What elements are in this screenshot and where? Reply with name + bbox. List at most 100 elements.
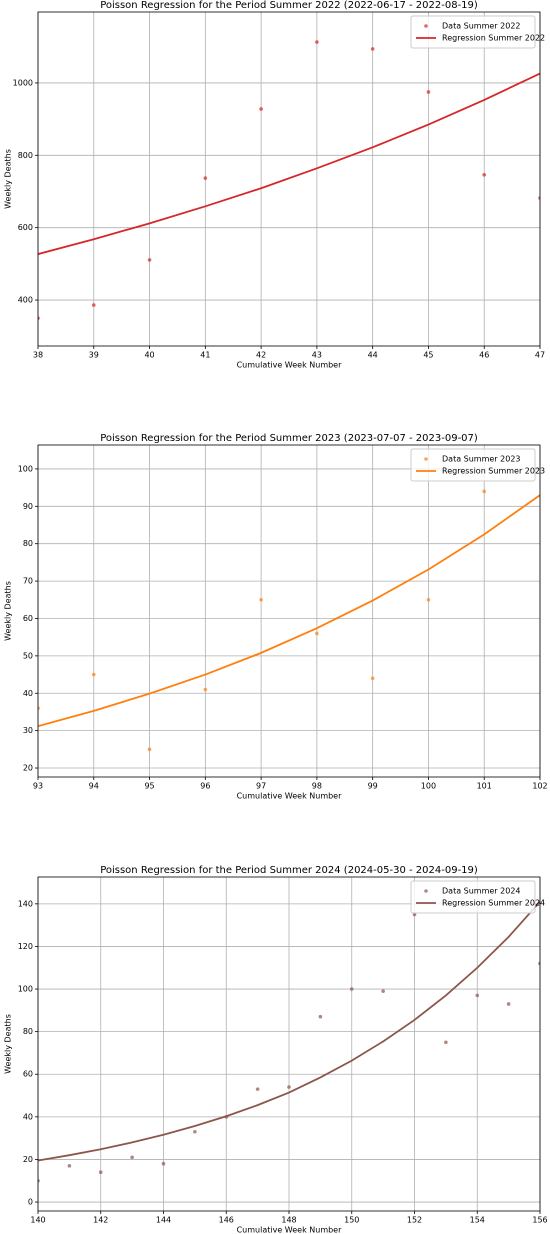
- data-point: [38, 706, 40, 711]
- x-tick-label: 47: [535, 351, 545, 360]
- y-tick-label: 400: [18, 296, 33, 305]
- legend: Data Summer 2022 Regression Summer 2022: [410, 15, 545, 49]
- data-point: [315, 40, 319, 44]
- x-tick-label: 100: [421, 782, 436, 791]
- y-tick-label: 600: [18, 223, 33, 232]
- x-tick-label: 144: [156, 1216, 171, 1225]
- chart-panel: Poisson Regression for the Period Summer…: [4, 433, 548, 801]
- x-tick-label: 102: [532, 782, 547, 791]
- data-point: [349, 987, 354, 991]
- x-tick-label: 97: [256, 782, 266, 791]
- y-tick-label: 20: [23, 764, 33, 773]
- plot-area: [38, 489, 540, 752]
- legend: Data Summer 2023 Regression Summer 2023: [410, 448, 545, 482]
- data-point: [475, 993, 480, 998]
- legend-swatch: [424, 24, 428, 28]
- x-axis-label: Cumulative Week Number: [237, 1226, 343, 1234]
- y-tick-label: 800: [18, 151, 33, 160]
- legend-box: [410, 448, 536, 482]
- x-tick-label: 38: [33, 351, 43, 360]
- data-point: [381, 989, 385, 993]
- data-point: [370, 47, 375, 51]
- x-axis-label: Cumulative Week Number: [237, 792, 343, 801]
- legend-swatch: [424, 457, 428, 461]
- data-point: [147, 747, 152, 752]
- x-tick-label: 41: [200, 351, 210, 360]
- y-axis-label: Weekly Deaths: [4, 1014, 13, 1074]
- legend-label: Regression Summer 2024: [442, 899, 545, 908]
- regression-line: [38, 901, 540, 1162]
- x-tick-label: 44: [368, 351, 378, 360]
- x-tick-label: 156: [532, 1216, 547, 1225]
- x-tick-label: 142: [93, 1216, 108, 1225]
- data-point: [287, 1085, 291, 1089]
- chart-panel: Poisson Regression for the Period Summer…: [4, 865, 548, 1234]
- plot-frame: [37, 444, 541, 778]
- x-tick-label: 146: [219, 1216, 234, 1225]
- y-tick-label: 40: [23, 689, 33, 698]
- regression-line: [38, 72, 540, 255]
- legend-box: [410, 880, 536, 914]
- legend-label: Data Summer 2022: [442, 22, 521, 31]
- x-tick-label: 152: [407, 1216, 422, 1225]
- legend-label: Data Summer 2023: [442, 455, 521, 464]
- y-tick-label: 0: [28, 1198, 33, 1207]
- chart-title: Poisson Regression for the Period Summer…: [100, 865, 478, 876]
- y-tick-label: 90: [23, 502, 33, 511]
- data-point: [538, 961, 540, 966]
- data-point: [203, 176, 208, 180]
- x-tick-label: 94: [89, 782, 99, 791]
- x-tick-label: 39: [89, 351, 99, 360]
- plot-frame: [37, 876, 541, 1212]
- y-tick-label: 50: [23, 651, 33, 660]
- x-tick-label: 93: [33, 782, 43, 791]
- data-point: [38, 316, 40, 320]
- legend-label: Data Summer 2024: [442, 887, 521, 896]
- data-point: [203, 687, 208, 692]
- data-point: [482, 173, 487, 177]
- x-tick-label: 140: [30, 1216, 45, 1225]
- data-point: [259, 597, 263, 602]
- legend-label: Regression Summer 2022: [442, 34, 545, 43]
- legend-swatch: [424, 889, 428, 893]
- y-tick-label: 60: [23, 614, 33, 623]
- data-point: [38, 1178, 40, 1183]
- x-tick-label: 95: [144, 782, 154, 791]
- legend-label: Regression Summer 2023: [442, 467, 545, 476]
- chart-title: Poisson Regression for the Period Summer…: [100, 433, 478, 444]
- x-tick-label: 148: [281, 1216, 296, 1225]
- regression-line: [38, 494, 540, 728]
- x-tick-label: 46: [479, 351, 489, 360]
- data-point: [255, 1087, 260, 1091]
- x-tick-label: 154: [470, 1216, 485, 1225]
- x-tick-label: 42: [256, 351, 266, 360]
- data-point: [426, 597, 431, 602]
- chart-panel: Poisson Regression for the Period Summer…: [4, 0, 546, 370]
- x-tick-label: 98: [312, 782, 322, 791]
- x-axis-label: Cumulative Week Number: [237, 361, 343, 370]
- legend: Data Summer 2024 Regression Summer 2024: [410, 880, 545, 914]
- y-axis-label: Weekly Deaths: [4, 149, 13, 209]
- data-point: [315, 631, 319, 636]
- y-axis-label: Weekly Deaths: [4, 581, 13, 641]
- y-tick-label: 60: [23, 1070, 33, 1079]
- legend-box: [410, 15, 536, 49]
- data-point: [67, 1164, 72, 1168]
- data-point: [259, 107, 263, 111]
- y-tick-label: 100: [18, 985, 33, 994]
- y-tick-label: 70: [23, 577, 33, 586]
- data-point: [506, 1002, 511, 1006]
- data-point: [91, 303, 96, 307]
- chart-title: Poisson Regression for the Period Summer…: [100, 0, 478, 11]
- x-tick-label: 96: [200, 782, 210, 791]
- x-tick-label: 43: [312, 351, 322, 360]
- x-tick-label: 40: [144, 351, 154, 360]
- data-point: [412, 912, 417, 917]
- data-point: [147, 258, 152, 262]
- x-tick-label: 101: [477, 782, 492, 791]
- plot-frame: [37, 11, 541, 347]
- x-tick-label: 150: [344, 1216, 359, 1225]
- y-tick-label: 30: [23, 726, 33, 735]
- data-point: [130, 1155, 134, 1160]
